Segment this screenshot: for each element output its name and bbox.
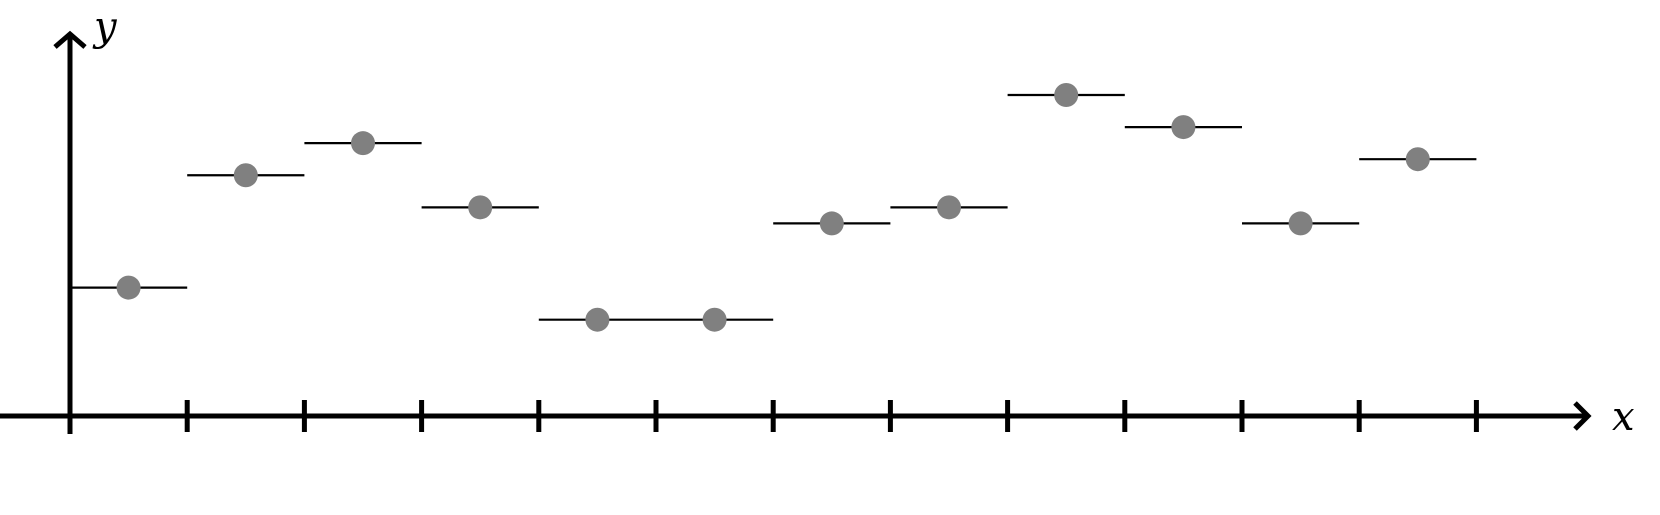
- x-axis-label: x: [1612, 394, 1635, 440]
- data-point: [702, 307, 727, 332]
- x-axis-arrowhead: [1573, 401, 1592, 431]
- data-point: [1171, 115, 1196, 140]
- data-point: [1054, 83, 1079, 107]
- data-point: [468, 195, 493, 220]
- y-axis-arrowhead: [53, 30, 87, 49]
- axes: x y: [0, 4, 1635, 440]
- data-marks: [70, 83, 1477, 332]
- data-point: [819, 211, 844, 236]
- data-point: [233, 163, 258, 188]
- data-point: [1405, 147, 1430, 172]
- data-point: [351, 131, 375, 156]
- data-point: [937, 195, 961, 220]
- data-point: [1288, 211, 1313, 236]
- data-point: [585, 307, 610, 332]
- y-axis-label: y: [92, 4, 118, 50]
- x-ticks: [67, 400, 1479, 432]
- data-point: [116, 275, 141, 300]
